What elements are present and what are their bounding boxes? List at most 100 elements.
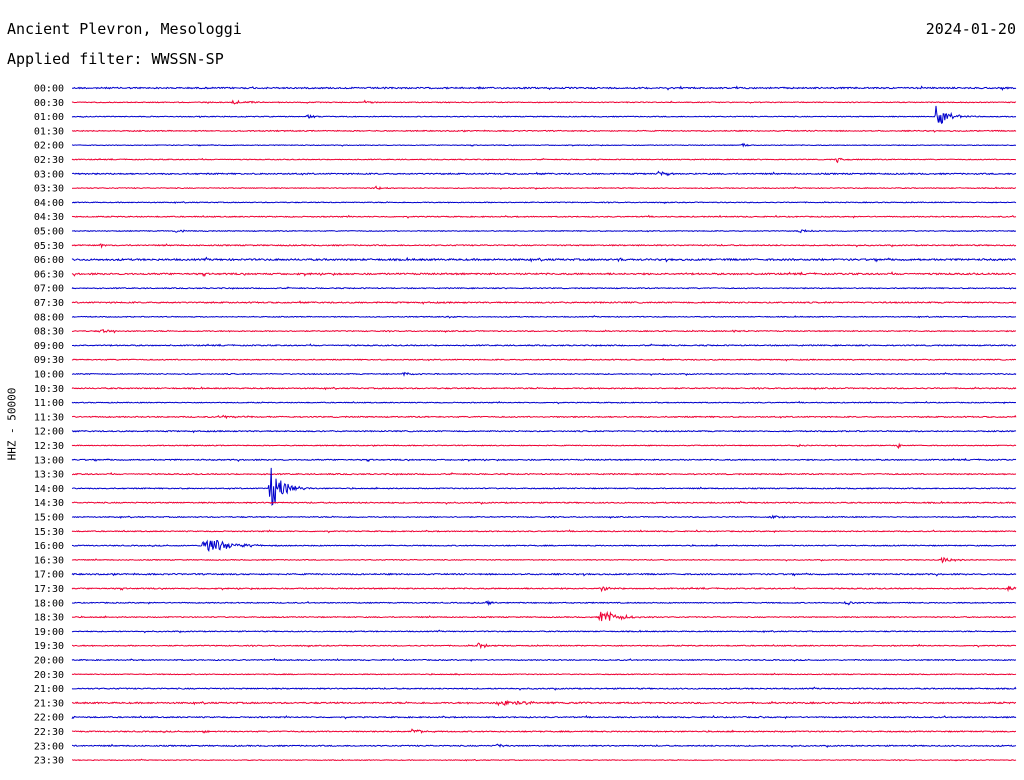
time-label: 17:00 <box>34 570 64 581</box>
time-label: 11:30 <box>34 412 64 423</box>
trace-line <box>71 728 1017 734</box>
trace-line <box>71 286 1017 290</box>
trace-line <box>71 672 1017 676</box>
filter-label: Applied filter: WWSSN-SP <box>7 50 224 68</box>
trace-line <box>72 743 1017 749</box>
time-label: 04:30 <box>34 212 64 223</box>
time-label: 17:30 <box>34 584 64 595</box>
time-label: 01:00 <box>34 112 64 123</box>
time-label: 10:30 <box>34 384 64 395</box>
time-label: 05:30 <box>34 241 64 252</box>
trace-line <box>71 629 1017 634</box>
time-label: 13:00 <box>34 455 64 466</box>
time-label: 21:30 <box>34 698 64 709</box>
time-label: 12:00 <box>34 427 64 438</box>
trace-line <box>71 572 1017 577</box>
time-label: 16:30 <box>34 555 64 566</box>
trace-line <box>71 300 1017 305</box>
trace-line <box>71 539 1017 552</box>
time-label: 03:30 <box>34 184 64 195</box>
trace-line <box>71 556 1017 564</box>
time-label: 21:00 <box>34 684 64 695</box>
time-label: 06:30 <box>34 269 64 280</box>
time-label: 22:00 <box>34 713 64 724</box>
trace-line <box>71 142 1017 148</box>
trace-line <box>71 271 1017 277</box>
trace-line <box>71 243 1017 249</box>
time-label: 16:00 <box>34 541 64 552</box>
trace-line <box>71 105 1017 125</box>
time-label: 04:00 <box>34 198 64 209</box>
time-label: 15:30 <box>34 527 64 538</box>
time-label: 02:30 <box>34 155 64 166</box>
time-label: 05:00 <box>34 227 64 238</box>
time-label: 01:30 <box>34 126 64 137</box>
trace-line <box>71 642 1017 650</box>
time-label: 14:30 <box>34 498 64 509</box>
trace-line <box>71 457 1017 463</box>
time-label: 20:30 <box>34 670 64 681</box>
trace-line <box>71 610 1017 622</box>
time-label: 11:00 <box>34 398 64 409</box>
trace-line <box>71 214 1017 219</box>
trace-line <box>72 471 1017 476</box>
trace-line <box>71 315 1017 319</box>
time-label: 22:30 <box>34 727 64 738</box>
time-label: 03:00 <box>34 169 64 180</box>
time-label: 23:00 <box>34 741 64 752</box>
time-label: 09:00 <box>34 341 64 352</box>
trace-line <box>71 514 1017 520</box>
trace-line <box>71 200 1017 205</box>
time-label: 10:00 <box>34 370 64 381</box>
trace-line <box>71 429 1017 434</box>
trace-line <box>71 256 1017 263</box>
trace-line <box>71 371 1017 377</box>
trace-line <box>71 657 1017 662</box>
time-label: 14:00 <box>34 484 64 495</box>
record-date: 2024-01-20 <box>925 20 1016 38</box>
time-label: 00:00 <box>34 84 64 95</box>
time-label: 09:30 <box>34 355 64 366</box>
trace-line <box>71 185 1017 191</box>
time-label: 19:00 <box>34 627 64 638</box>
time-label: 23:30 <box>34 756 64 767</box>
time-label: 13:30 <box>34 470 64 481</box>
trace-line <box>71 343 1017 348</box>
time-label: 08:30 <box>34 327 64 338</box>
trace-line <box>71 500 1017 505</box>
trace-line <box>71 686 1017 691</box>
trace-line <box>71 414 1017 420</box>
trace-line <box>71 170 1017 177</box>
trace-line <box>71 758 1017 762</box>
time-label: 08:00 <box>34 312 64 323</box>
time-label: 12:30 <box>34 441 64 452</box>
time-label: 19:30 <box>34 641 64 652</box>
time-label: 06:00 <box>34 255 64 266</box>
time-label: 00:30 <box>34 98 64 109</box>
trace-line <box>71 599 1017 607</box>
trace-line <box>71 85 1017 91</box>
trace-line <box>71 229 1017 234</box>
time-label: 18:30 <box>34 613 64 624</box>
trace-line <box>71 699 1017 707</box>
trace-line <box>71 329 1017 334</box>
trace-line <box>71 357 1017 362</box>
time-label: 07:30 <box>34 298 64 309</box>
trace-line <box>71 442 1017 450</box>
trace-line <box>71 714 1017 720</box>
trace-line <box>71 467 1017 506</box>
time-label: 18:00 <box>34 598 64 609</box>
time-label: 07:00 <box>34 284 64 295</box>
trace-line <box>71 129 1017 133</box>
trace-line <box>71 386 1017 391</box>
trace-line <box>71 157 1017 164</box>
trace-line <box>71 585 1017 593</box>
time-label: 02:00 <box>34 141 64 152</box>
station-title: Ancient Plevron, Mesologgi <box>7 20 242 38</box>
trace-line <box>71 99 1017 105</box>
trace-line <box>71 529 1017 534</box>
time-label: 15:00 <box>34 513 64 524</box>
time-label: 20:00 <box>34 656 64 667</box>
trace-line <box>71 400 1017 405</box>
